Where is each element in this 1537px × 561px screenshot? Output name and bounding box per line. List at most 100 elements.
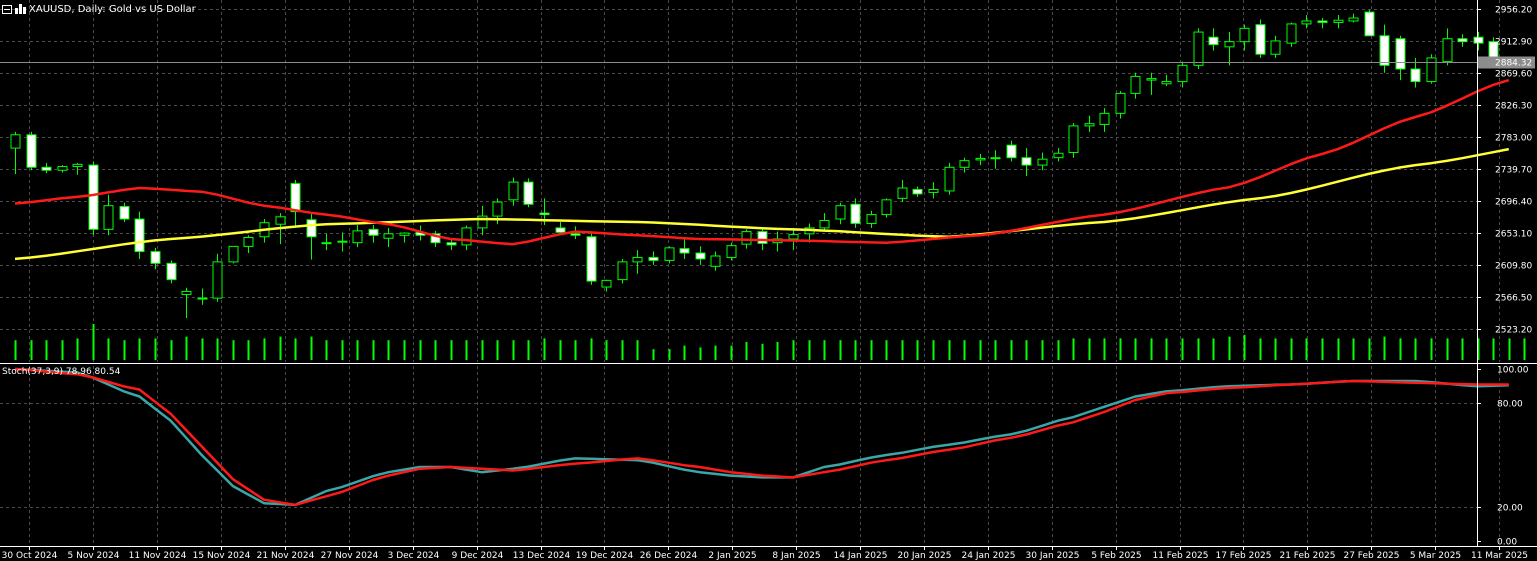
candle — [695, 246, 706, 265]
candle-body — [446, 242, 457, 246]
candle-body — [1255, 24, 1266, 55]
candle-body — [757, 231, 768, 244]
date-tick-label: 27 Feb 2025 — [1343, 551, 1399, 561]
candle-body — [1286, 23, 1297, 44]
candle — [523, 178, 534, 208]
current-price-label: 2884.32 — [1495, 59, 1532, 69]
candle-body — [368, 228, 379, 236]
date-tick-label: 9 Dec 2024 — [452, 551, 504, 561]
candle — [710, 251, 721, 271]
candle — [1426, 54, 1437, 84]
date-tick-label: 13 Dec 2024 — [513, 551, 571, 561]
candle-body — [1146, 78, 1157, 81]
candle-body — [275, 216, 286, 225]
candle-body — [10, 134, 21, 149]
candle — [166, 260, 177, 284]
candle — [134, 211, 145, 259]
candle-body — [72, 163, 83, 168]
candle — [1208, 28, 1219, 51]
candle-body — [819, 220, 830, 229]
price-tick-label: 2869.60 — [1495, 70, 1532, 80]
candle-body — [928, 188, 939, 193]
price-tick-label: 2826.30 — [1495, 102, 1532, 112]
candle-body — [1442, 38, 1453, 63]
candle-body — [243, 237, 254, 247]
candle-body — [1301, 20, 1312, 25]
candle-body — [26, 134, 37, 168]
candlesticks[interactable] — [10, 9, 1515, 319]
candle-body — [197, 297, 208, 300]
candle-body — [477, 215, 488, 229]
price-tick-label: 2956.20 — [1495, 6, 1532, 16]
candle — [881, 198, 892, 218]
price-tick-label: 2739.70 — [1495, 166, 1532, 176]
candle-body — [539, 212, 550, 216]
candle — [819, 213, 830, 232]
candle — [617, 258, 628, 284]
price-tick-label: 2783.00 — [1495, 134, 1532, 144]
candle-body — [1161, 81, 1172, 85]
stoch-signal-line — [14, 367, 1509, 507]
candle — [41, 162, 52, 174]
date-tick-label: 5 Mar 2025 — [1410, 551, 1461, 561]
candle-body — [1130, 75, 1141, 94]
stochastic-label: Stoch(37,3,9) 78.96 80.54 — [2, 367, 121, 377]
date-tick-label: 8 Jan 2025 — [772, 551, 820, 561]
stoch-tick-label: 20.00 — [1497, 504, 1523, 514]
stoch-tick-label: 0.00 — [1497, 538, 1517, 548]
candle — [959, 157, 970, 173]
date-tick-label: 26 Dec 2024 — [640, 551, 698, 561]
candle — [897, 179, 908, 203]
candle-body — [679, 248, 690, 254]
candle-body — [570, 233, 581, 236]
candle — [1037, 152, 1048, 171]
candle — [850, 198, 861, 228]
candle-body — [990, 157, 1001, 160]
candle — [1457, 34, 1468, 47]
ma-fast-line — [14, 78, 1510, 246]
candle — [990, 150, 1001, 169]
date-tick-label: 11 Mar 2025 — [1471, 551, 1528, 561]
candle — [321, 233, 332, 251]
candle-body — [150, 251, 161, 264]
date-tick-label: 21 Nov 2024 — [257, 551, 315, 561]
candle — [10, 131, 21, 174]
candle-body — [1410, 68, 1421, 83]
date-tick-label: 27 Nov 2024 — [321, 551, 379, 561]
candle-body — [1457, 38, 1468, 43]
candle-body — [119, 205, 130, 220]
candle — [1348, 13, 1359, 23]
candle-body — [897, 187, 908, 199]
candle-body — [181, 290, 192, 295]
candle — [103, 194, 114, 236]
candle-body — [601, 279, 612, 288]
candle-body — [1426, 57, 1437, 83]
candle — [1224, 32, 1235, 66]
candle — [1364, 9, 1375, 37]
candle — [601, 279, 612, 292]
candle-body — [1270, 40, 1281, 55]
candle-body — [1115, 92, 1126, 114]
candle — [912, 186, 923, 197]
date-tick-label: 20 Jan 2025 — [898, 551, 952, 561]
candle — [228, 245, 239, 264]
candle-body — [1224, 41, 1235, 48]
candle-body — [555, 227, 566, 233]
window-menu-icon[interactable] — [2, 4, 12, 14]
candle-body — [88, 164, 99, 230]
candle — [290, 179, 301, 228]
candle — [88, 161, 99, 236]
candle-body — [1068, 125, 1079, 154]
candle — [632, 250, 643, 274]
candle-body — [1037, 158, 1048, 166]
candle-body — [1364, 11, 1375, 37]
candle-body — [1473, 36, 1484, 44]
candle-body — [788, 234, 799, 240]
candle-body — [1379, 35, 1390, 66]
candle-body — [726, 245, 737, 258]
moving-averages — [14, 78, 1510, 261]
candle — [368, 224, 379, 243]
candle — [726, 242, 737, 261]
